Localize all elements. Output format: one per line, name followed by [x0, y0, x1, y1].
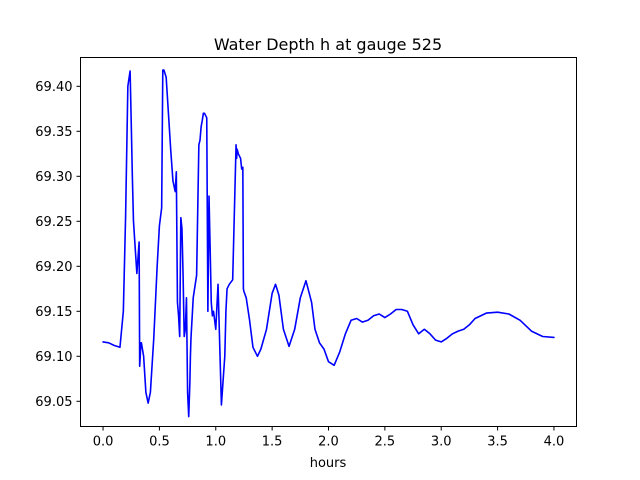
x-tick-label: 3.5 [487, 435, 508, 450]
x-tick-label: 0.0 [93, 435, 114, 450]
plot-area [102, 69, 555, 418]
x-tick-label: 2.0 [318, 435, 339, 450]
y-tick-label: 69.20 [35, 260, 72, 275]
x-tick-label: 1.5 [262, 435, 283, 450]
y-tick-label: 69.40 [35, 80, 72, 95]
x-tick-label: 3.0 [431, 435, 452, 450]
x-tick-label: 0.5 [149, 435, 170, 450]
y-tick-label: 69.30 [35, 170, 72, 185]
y-axis: 69.05 69.10 69.15 69.20 69.25 69.30 69.35 69.40 [35, 80, 81, 410]
y-tick-label: 69.05 [35, 395, 72, 410]
y-tick-label: 69.15 [35, 305, 72, 320]
x-tick-label: 4.0 [544, 435, 565, 450]
y-tick-label: 69.25 [35, 215, 72, 230]
chart-title: Water Depth h at gauge 525 [214, 35, 442, 54]
x-axis: 0.0 0.5 1.0 1.5 2.0 2.5 3.0 3.5 4.0 [93, 426, 565, 450]
plot-frame [80, 57, 577, 427]
x-tick-label: 1.0 [205, 435, 226, 450]
series-line-0 [102, 69, 555, 418]
x-tick-label: 2.5 [375, 435, 396, 450]
y-tick-label: 69.35 [35, 125, 72, 140]
y-tick-label: 69.10 [35, 350, 72, 365]
x-axis-label: hours [310, 456, 347, 471]
